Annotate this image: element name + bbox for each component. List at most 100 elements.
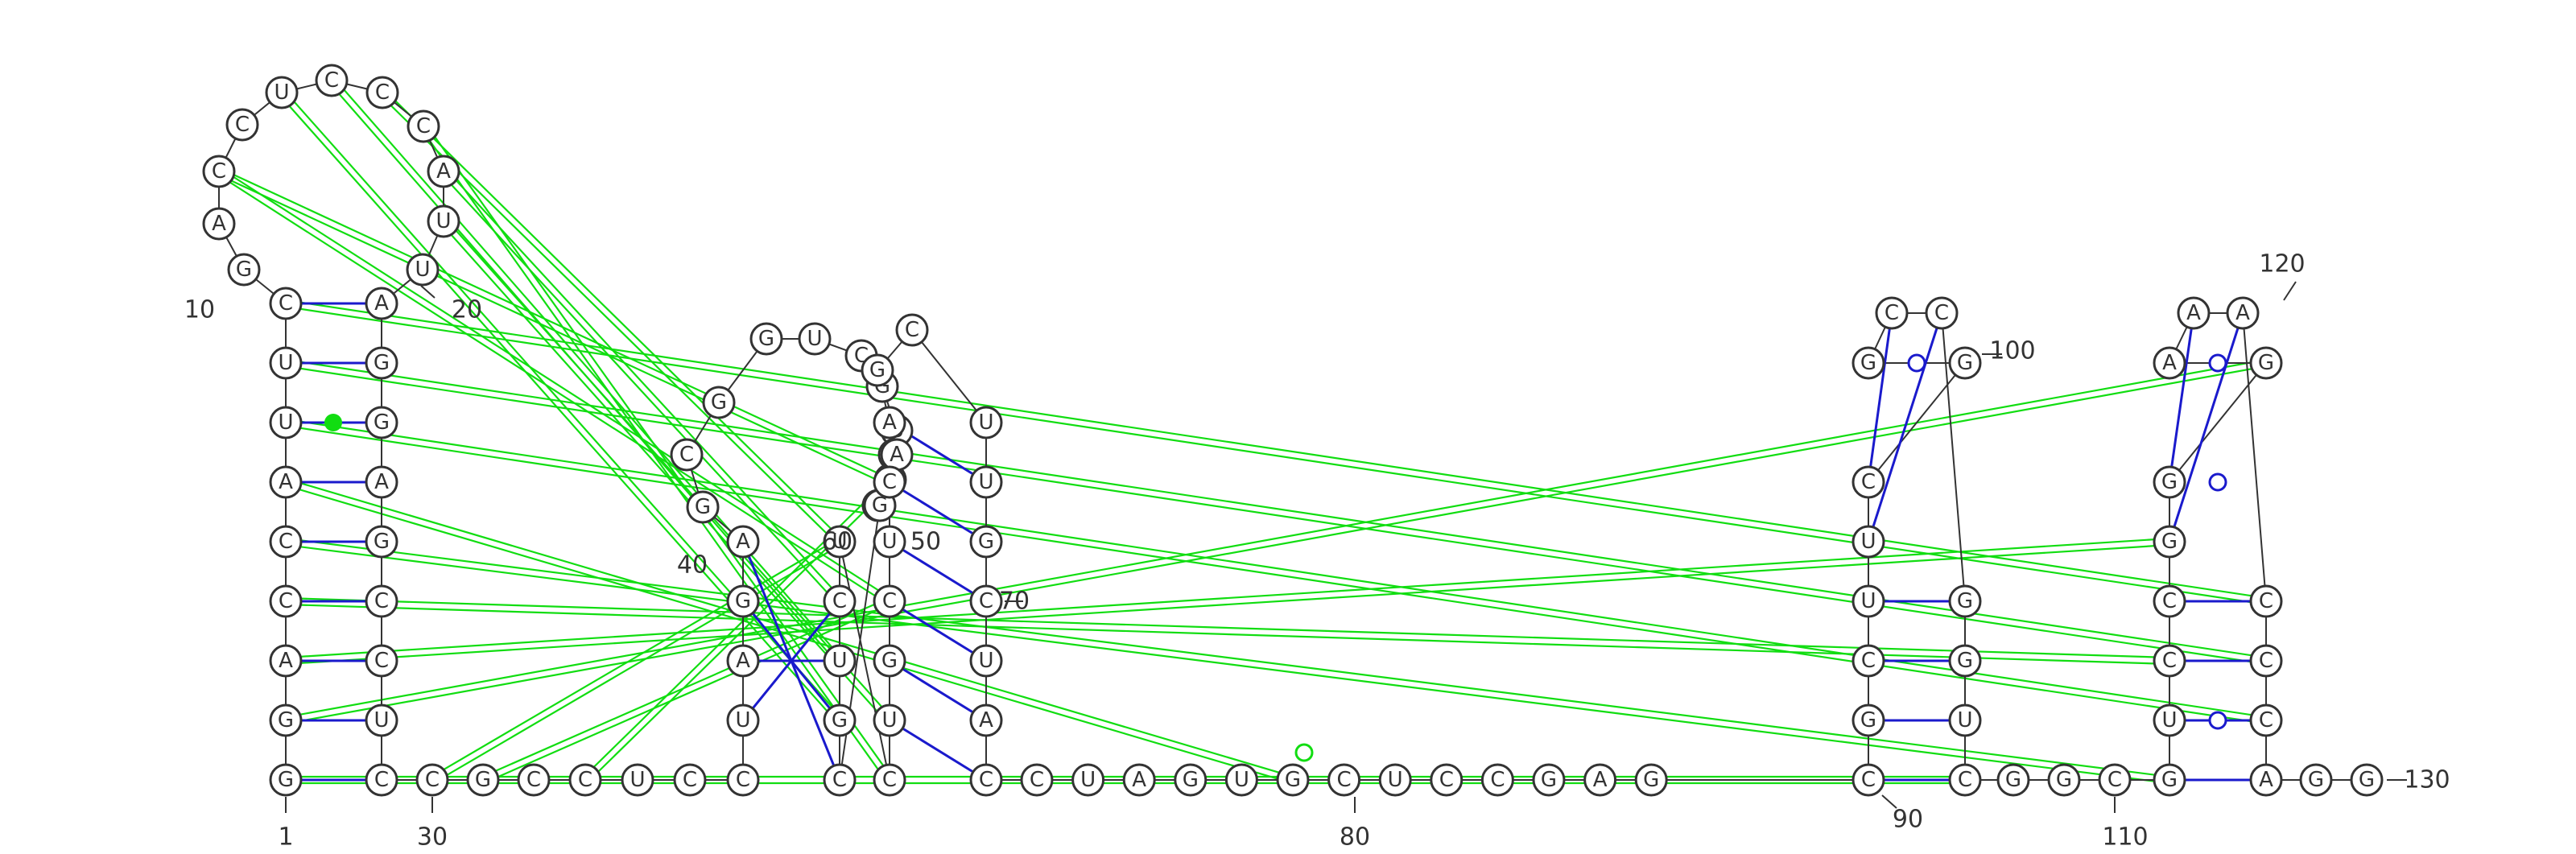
svg-text:G: G <box>2258 351 2274 375</box>
nucleotide: A <box>365 287 398 320</box>
svg-text:G: G <box>2161 530 2178 554</box>
svg-text:G: G <box>2359 768 2375 792</box>
nucleotide: C <box>225 108 259 142</box>
nucleotide: C <box>1327 763 1361 797</box>
non-canonical-line <box>419 127 888 782</box>
nucleotide: A <box>427 155 460 188</box>
non-canonical-line <box>425 124 894 779</box>
nucleotide: C <box>1480 763 1514 797</box>
svg-text:C: C <box>882 589 897 613</box>
svg-text:C: C <box>212 159 226 184</box>
nucleotide: C <box>269 525 303 559</box>
svg-text:A: A <box>736 649 750 673</box>
svg-text:C: C <box>279 530 293 554</box>
non-canonical-line <box>285 603 2169 666</box>
position-label: 20 <box>452 296 482 324</box>
base-pair-line <box>889 481 987 543</box>
svg-text:C: C <box>679 443 694 467</box>
non-canonical-line <box>285 537 2169 659</box>
nucleotide: C <box>365 76 399 109</box>
svg-text:C: C <box>1958 768 1972 792</box>
svg-text:U: U <box>630 768 645 792</box>
nucleotide: U <box>1071 763 1105 797</box>
nucleotide: G <box>2249 346 2283 380</box>
svg-text:U: U <box>807 327 822 351</box>
nucleotide: G <box>2350 763 2384 797</box>
svg-text:G: G <box>1860 708 1876 732</box>
svg-text:A: A <box>1593 768 1608 792</box>
nucleotide: C <box>2249 584 2283 618</box>
nucleotide: G <box>969 525 1003 559</box>
non-canonical-line <box>286 358 2267 659</box>
svg-text:G: G <box>2005 768 2021 792</box>
svg-text:A: A <box>2259 768 2273 792</box>
nucleotide: C <box>1925 296 1959 330</box>
position-label: 120 <box>2259 250 2305 278</box>
svg-text:G: G <box>881 649 898 673</box>
nucleotide: A <box>202 207 236 241</box>
nucleotide: C <box>873 584 906 618</box>
svg-text:U: U <box>1388 768 1403 792</box>
nucleotide: C <box>415 763 449 797</box>
backbone-segment <box>2242 312 2267 602</box>
svg-text:U: U <box>881 530 897 554</box>
nucleotide: U <box>1948 703 1982 737</box>
svg-text:C: C <box>2259 708 2273 732</box>
nucleotide: U <box>1378 763 1412 797</box>
svg-text:U: U <box>1860 530 1876 554</box>
nucleotide: G <box>365 525 398 559</box>
position-tick <box>1881 794 1897 809</box>
noncanonical-pair-marker <box>1907 353 1926 373</box>
svg-text:G: G <box>869 358 886 382</box>
nucleotide: C <box>269 584 303 618</box>
backbone-segment <box>1868 362 1966 483</box>
noncanonical-pair-marker <box>2208 353 2227 373</box>
nucleotide: U <box>365 703 398 737</box>
base-pair-line <box>889 540 987 603</box>
svg-text:G: G <box>374 351 390 375</box>
svg-text:U: U <box>2161 708 2177 732</box>
svg-text:G: G <box>1285 768 1301 792</box>
nucleotide: C <box>1852 763 1885 797</box>
svg-text:C: C <box>279 589 293 613</box>
svg-text:U: U <box>1080 768 1096 792</box>
nucleotide: C <box>2153 584 2186 618</box>
backbone-segment <box>2169 362 2267 483</box>
position-label: 1 <box>278 823 293 852</box>
nucleotide: C <box>407 109 440 143</box>
position-label: 60 <box>822 528 852 556</box>
nucleotide: G <box>1948 584 1982 618</box>
non-canonical-line <box>445 218 893 720</box>
svg-text:C: C <box>1030 768 1044 792</box>
svg-text:G: G <box>2161 470 2178 494</box>
nucleotide: G <box>1852 346 1885 380</box>
svg-text:C: C <box>279 291 293 316</box>
nucleotide: C <box>1852 644 1885 678</box>
non-canonical-line <box>433 543 842 784</box>
svg-text:U: U <box>1234 768 1249 792</box>
svg-text:A: A <box>882 410 897 435</box>
nucleotide: A <box>969 703 1003 737</box>
position-label: 90 <box>1893 806 1923 834</box>
backbone <box>218 80 2367 781</box>
nucleotide: C <box>1852 465 1885 499</box>
svg-text:U: U <box>1860 589 1876 613</box>
svg-text:C: C <box>526 768 541 792</box>
position-label: 110 <box>2102 823 2148 852</box>
nucleotide: G <box>365 406 398 439</box>
non-canonical-line <box>217 173 889 486</box>
svg-text:G: G <box>832 708 848 732</box>
svg-text:C: C <box>374 589 389 613</box>
svg-text:A: A <box>736 530 750 554</box>
non-canonical-line <box>279 93 838 724</box>
non-canonical-line <box>286 365 2267 725</box>
nucleotide: C <box>873 465 906 499</box>
base-pair-line <box>2168 312 2244 543</box>
nucleotide: U <box>1852 525 1885 559</box>
nucleotide: A <box>2153 346 2186 380</box>
svg-text:G: G <box>374 410 390 435</box>
non-canonical-line <box>285 424 2266 725</box>
svg-text:U: U <box>278 410 293 435</box>
svg-text:G: G <box>711 390 727 415</box>
svg-text:C: C <box>832 768 847 792</box>
